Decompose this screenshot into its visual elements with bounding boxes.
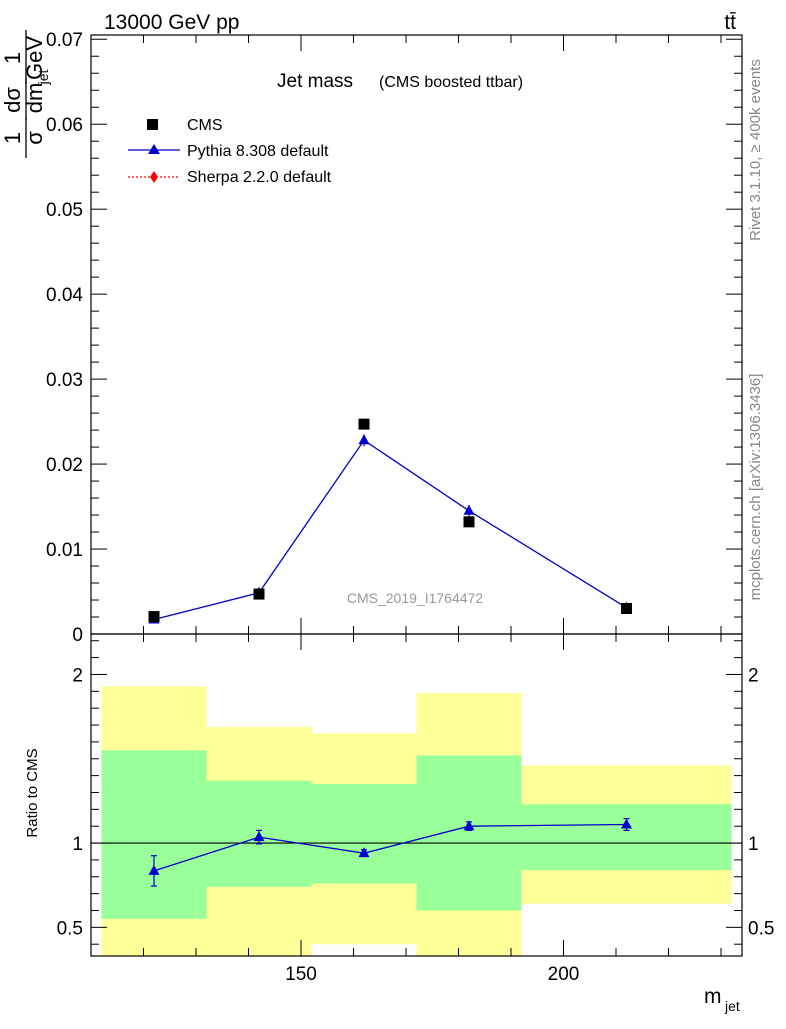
- main-ytick-label: 0.06: [46, 115, 83, 136]
- ratio-ytick-label-right: 2: [748, 665, 759, 686]
- ratio-ytick-label-right: 0.5: [748, 918, 774, 939]
- ratio-ytick-label: 0.5: [57, 918, 83, 939]
- legend-sherpa-label: Sherpa 2.2.0 default: [187, 169, 332, 186]
- pythia-point: [358, 434, 370, 445]
- ratio-ylabel: Ratio to CMS: [24, 748, 41, 837]
- ratio-frame: [90, 633, 743, 957]
- main-ytick-label: 0.05: [46, 200, 83, 221]
- legend-sherpa-marker: [150, 171, 158, 183]
- mcplots-label: mcplots.cern.ch [arXiv:1306.3436]: [747, 374, 764, 601]
- legend-cms-marker: [147, 119, 158, 130]
- cms-point: [463, 516, 475, 528]
- legend-pythia-label: Pythia 8.308 default: [187, 143, 329, 160]
- main-ytick-label: 0.07: [46, 30, 83, 51]
- rivet-label: Rivet 3.1.10, ≥ 400k events: [747, 59, 764, 241]
- chart-subtitle: (CMS boosted ttbar): [379, 74, 523, 91]
- ratio-pythia-point: [148, 864, 160, 875]
- xtick-label: 200: [548, 964, 580, 985]
- svg-text:dm: dm: [22, 83, 47, 114]
- cms-point: [253, 588, 265, 600]
- main-ytick-label: 0.04: [46, 285, 83, 306]
- main-ytick-label: 0.01: [46, 540, 83, 561]
- ratio-ytick-label: 2: [72, 665, 83, 686]
- process-label: tt̄: [724, 11, 736, 34]
- pythia-point: [463, 504, 475, 515]
- cms-point: [148, 611, 160, 623]
- xtick-label: 150: [285, 964, 317, 985]
- main-ytick-label: 0.03: [46, 370, 83, 391]
- legend: CMS Pythia 8.308 default Sherpa 2.2.0 de…: [128, 117, 332, 186]
- ratio-inner-band-bin-0: [101, 750, 207, 919]
- ratio-pythia-point: [253, 831, 265, 842]
- ratio-pythia-point: [358, 847, 370, 858]
- ratio-inner-band-bin-4: [521, 804, 732, 871]
- xlabel: m: [704, 985, 722, 1008]
- svg-text:1: 1: [0, 52, 25, 64]
- svg-text:σ: σ: [22, 131, 47, 145]
- main-ytick-label: 0: [72, 625, 83, 646]
- ratio-pythia-point: [621, 818, 632, 829]
- chart-title: Jet mass: [277, 71, 353, 92]
- svg-text:1: 1: [0, 132, 25, 144]
- svg-text:jet: jet: [35, 70, 51, 86]
- legend-cms-label: CMS: [187, 117, 223, 134]
- xlabel-sub: jet: [724, 998, 740, 1014]
- ratio-pythia-point: [463, 820, 475, 831]
- main-ytick-label: 0.02: [46, 455, 83, 476]
- main-ylabel: 1 σ dσ dm jet 1 GeV: [0, 30, 51, 158]
- ratio-ytick-label-right: 1: [748, 834, 759, 855]
- ratio-inner-band-bin-3: [416, 755, 522, 911]
- svg-text:GeV: GeV: [22, 36, 47, 80]
- energy-label: 13000 GeV pp: [104, 11, 239, 34]
- analysis-watermark: CMS_2019_I1764472: [347, 590, 483, 606]
- ratio-ytick-label: 1: [72, 834, 83, 855]
- svg-text:dσ: dσ: [0, 87, 25, 113]
- legend-pythia-marker: [148, 144, 160, 154]
- cms-point: [358, 418, 370, 430]
- ratio-inner-band-bin-2: [311, 784, 417, 884]
- cms-point: [621, 603, 632, 615]
